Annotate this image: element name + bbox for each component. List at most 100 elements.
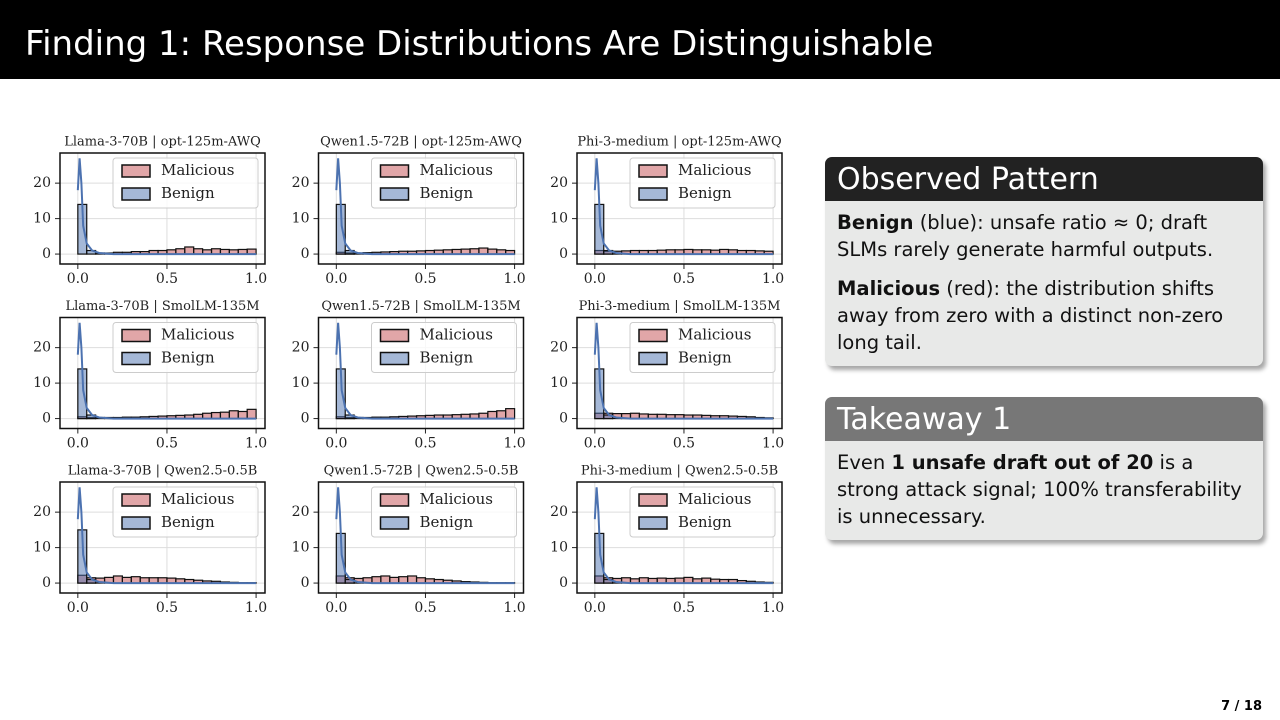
x-tick-label: 0.0	[67, 436, 89, 452]
bold-text: Benign	[837, 211, 914, 234]
legend-swatch	[638, 351, 668, 366]
y-tick-label: 10	[33, 211, 51, 227]
legend-swatch	[638, 164, 668, 178]
text: (red): the distribution shifts away from…	[837, 277, 1224, 354]
x-tick-label: 0.0	[584, 600, 606, 616]
y-tick-label: 0	[559, 246, 568, 262]
x-tick-label: 0.5	[156, 436, 178, 452]
y-tick-label: 20	[550, 340, 568, 356]
bar	[246, 408, 257, 420]
legend-label: Malicious	[678, 490, 751, 508]
bar	[407, 575, 418, 584]
legend-swatch	[638, 187, 668, 201]
paragraph: Malicious (red): the distribution shifts…	[837, 275, 1251, 356]
page-number: 7 / 18	[1221, 699, 1262, 714]
chart-title: Llama-3-70B | Qwen2.5-0.5B	[68, 464, 258, 479]
plot-frame	[59, 316, 266, 430]
y-tick-label: 10	[292, 211, 310, 227]
legend-label: Benign	[420, 513, 474, 531]
y-tick-label: 0	[301, 575, 310, 591]
kde-line	[76, 487, 257, 585]
x-tick-label: 0.5	[673, 436, 695, 452]
bar	[237, 410, 248, 420]
bold-text: 1 unsafe draft out of 20	[891, 451, 1154, 474]
y-tick-label: 10	[292, 540, 310, 556]
legend-label: Benign	[678, 349, 732, 367]
plot-frame	[317, 481, 525, 594]
legend-label: Benign	[161, 349, 215, 367]
chart-title: Phi-3-medium | Qwen2.5-0.5B	[581, 464, 778, 479]
x-tick-label: 0.0	[584, 436, 606, 452]
paragraph: Benign (blue): unsafe ratio ≈ 0; draft S…	[837, 209, 1251, 263]
kde-line	[335, 487, 515, 585]
x-tick-label: 0.0	[67, 600, 89, 616]
x-tick-label: 0.5	[673, 600, 695, 616]
y-tick-label: 10	[33, 540, 51, 556]
y-tick-label: 0	[559, 411, 568, 427]
legend-label: Malicious	[420, 490, 493, 508]
x-tick-label: 1.0	[245, 436, 267, 452]
legend-swatch	[379, 516, 410, 530]
kde-line	[593, 487, 774, 585]
bar	[496, 410, 507, 420]
x-tick-label: 1.0	[762, 271, 784, 287]
legend-label: Benign	[678, 184, 732, 202]
x-tick-label: 1.0	[762, 436, 784, 452]
bar	[505, 408, 516, 420]
x-tick-label: 0.5	[414, 600, 436, 616]
legend-label: Malicious	[161, 326, 234, 344]
legend-swatch	[638, 516, 668, 530]
x-tick-label: 1.0	[503, 436, 525, 452]
x-tick-label: 1.0	[762, 600, 784, 616]
x-tick-label: 0.5	[673, 271, 695, 287]
bar	[112, 575, 123, 584]
block-body: Even 1 unsafe draft out of 20 is a stron…	[825, 441, 1263, 540]
y-tick-label: 20	[33, 175, 51, 191]
plot-frame	[317, 152, 525, 265]
x-tick-label: 0.0	[325, 600, 347, 616]
y-tick-label: 20	[33, 340, 51, 356]
block-title: Observed Pattern	[825, 157, 1263, 201]
bar	[184, 246, 195, 255]
plot-frame	[317, 316, 525, 430]
y-tick-label: 0	[42, 575, 51, 591]
y-tick-label: 10	[550, 540, 568, 556]
x-tick-label: 1.0	[503, 271, 525, 287]
block: Takeaway 1 Even 1 unsafe draft out of 20 …	[825, 397, 1263, 540]
chart-title: Qwen1.5-72B | opt-125m-AWQ	[320, 135, 522, 150]
x-tick-label: 0.5	[414, 271, 436, 287]
legend-swatch	[121, 493, 151, 507]
chart-title: Qwen1.5-72B | SmolLM-135M	[321, 299, 520, 314]
legend-label: Malicious	[161, 161, 234, 179]
chart-title: Qwen1.5-72B | Qwen2.5-0.5B	[324, 464, 519, 479]
kde-line	[76, 322, 257, 420]
plot-frame	[576, 152, 783, 265]
y-tick-label: 20	[292, 340, 310, 356]
legend-swatch	[121, 516, 151, 530]
x-tick-label: 0.0	[584, 271, 606, 287]
kde-line	[335, 158, 515, 256]
y-tick-label: 20	[292, 175, 310, 191]
legend-swatch	[638, 493, 668, 507]
chart-grid: Llama-3-70B | opt-125m-AWQ 0.0 0.5 1.0 0 10 20…	[33, 135, 784, 617]
paragraph: Even 1 unsafe draft out of 20 is a stron…	[837, 449, 1251, 530]
chart-title: Phi-3-medium | opt-125m-AWQ	[577, 135, 781, 150]
y-tick-label: 20	[550, 175, 568, 191]
bar	[380, 575, 391, 584]
y-tick-label: 0	[301, 246, 310, 262]
kde-line	[76, 158, 257, 256]
y-tick-label: 0	[42, 411, 51, 427]
chart-title: Phi-3-medium | SmolLM-135M	[579, 299, 781, 314]
legend-label: Malicious	[420, 161, 493, 179]
legend-label: Benign	[161, 513, 215, 531]
legend-swatch	[379, 164, 410, 178]
legend-label: Benign	[678, 513, 732, 531]
plot-frame	[576, 316, 783, 430]
legend-label: Malicious	[161, 490, 234, 508]
x-tick-label: 0.5	[414, 436, 436, 452]
legend-swatch	[121, 164, 151, 178]
plot-frame	[59, 152, 266, 265]
plot-frame	[59, 481, 266, 594]
legend-swatch	[379, 351, 410, 366]
x-tick-label: 0.0	[325, 271, 347, 287]
